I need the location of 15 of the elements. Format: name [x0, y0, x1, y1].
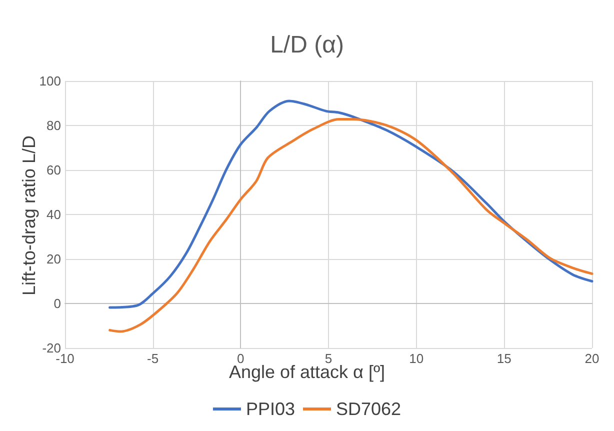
x-tick-label: 10 — [409, 351, 424, 366]
x-tick-label: -5 — [147, 351, 159, 366]
chart-title: L/D (α) — [270, 32, 344, 58]
y-tick-label: 40 — [46, 207, 61, 222]
y-tick-label: 20 — [46, 252, 61, 266]
legend-label: PPI03 — [246, 399, 296, 419]
y-tick-label: 0 — [54, 296, 61, 311]
y-axis-title: Lift-to-drag ratio L/D — [19, 135, 39, 296]
x-tick-label: 20 — [584, 351, 600, 366]
y-tick-label: 100 — [39, 74, 61, 88]
legend-label: SD7062 — [336, 399, 402, 419]
y-tick-label: 80 — [46, 118, 61, 133]
x-tick-label: 15 — [496, 351, 512, 366]
y-tick-label: 60 — [46, 162, 61, 178]
line-series — [108, 118, 594, 333]
